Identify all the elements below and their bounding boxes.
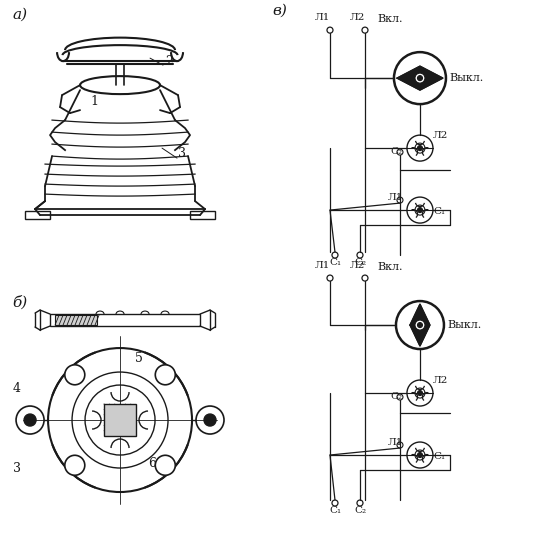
Text: в): в)	[272, 4, 287, 18]
Text: б): б)	[12, 296, 27, 310]
Text: Л2: Л2	[433, 131, 448, 140]
Text: 6: 6	[148, 457, 156, 470]
Text: 2: 2	[165, 55, 173, 68]
Text: Л2: Л2	[349, 261, 365, 270]
Text: C₂: C₂	[354, 506, 366, 515]
Text: C₁: C₁	[433, 452, 445, 461]
Circle shape	[155, 365, 175, 385]
Circle shape	[204, 414, 216, 426]
Text: Л1: Л1	[314, 13, 330, 22]
Circle shape	[417, 322, 422, 327]
Text: 3: 3	[178, 147, 186, 160]
Circle shape	[155, 455, 175, 475]
Text: C₂: C₂	[354, 258, 366, 267]
Text: C₂: C₂	[390, 147, 402, 156]
Text: Л2: Л2	[349, 13, 365, 22]
Circle shape	[417, 207, 422, 212]
Text: Л1: Л1	[388, 438, 404, 447]
Bar	[190, 211, 215, 219]
Bar	[104, 404, 136, 436]
Text: Л1: Л1	[314, 261, 330, 270]
Text: C₁: C₁	[433, 207, 445, 216]
Text: а): а)	[12, 8, 27, 22]
Text: Вкл.: Вкл.	[377, 14, 402, 24]
Text: C₁: C₁	[329, 258, 341, 267]
Circle shape	[65, 455, 85, 475]
Circle shape	[24, 414, 36, 426]
Text: 3: 3	[13, 462, 21, 475]
Text: Выкл.: Выкл.	[447, 320, 481, 330]
Text: C₁: C₁	[329, 506, 341, 515]
Text: 4: 4	[13, 382, 21, 395]
Text: 1: 1	[90, 95, 98, 108]
Bar	[50, 314, 200, 326]
Circle shape	[415, 320, 425, 330]
Text: Л1: Л1	[388, 193, 404, 202]
Text: Л2: Л2	[433, 376, 448, 385]
Bar	[55, 315, 97, 325]
Circle shape	[417, 390, 422, 395]
Polygon shape	[410, 304, 430, 346]
Circle shape	[417, 453, 422, 458]
Polygon shape	[397, 66, 443, 90]
Circle shape	[417, 146, 422, 151]
Text: 5: 5	[135, 352, 143, 365]
Text: Вкл.: Вкл.	[377, 262, 402, 272]
Circle shape	[65, 365, 85, 385]
Circle shape	[417, 76, 422, 81]
Text: C₂: C₂	[390, 392, 402, 401]
Bar	[25, 211, 50, 219]
Circle shape	[415, 73, 425, 83]
Text: Выкл.: Выкл.	[449, 73, 483, 83]
